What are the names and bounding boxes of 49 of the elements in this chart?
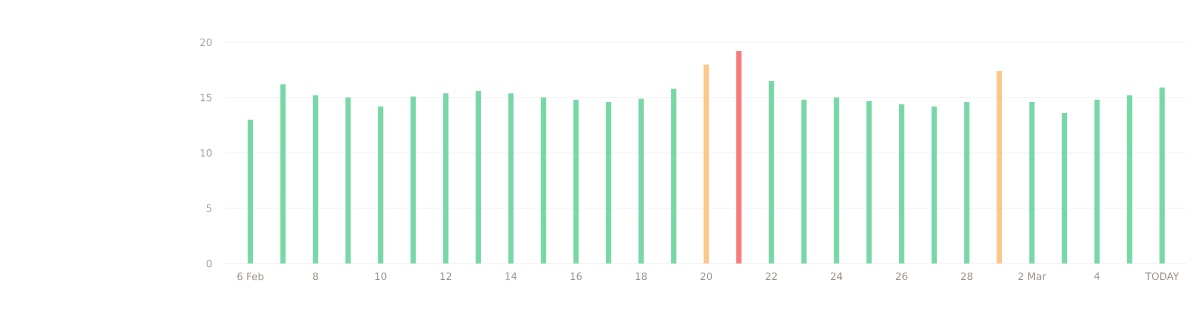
bar	[605, 102, 612, 264]
bar	[768, 81, 775, 264]
bar	[345, 97, 351, 264]
bar	[866, 101, 872, 264]
bar	[540, 97, 547, 264]
bar	[703, 64, 709, 264]
x-tick-label: 24	[830, 272, 843, 280]
bar	[573, 99, 579, 264]
bar	[899, 104, 905, 264]
bar	[475, 91, 481, 264]
x-tick-label: 18	[635, 272, 647, 281]
bar	[410, 96, 416, 264]
x-tick-label: 16	[570, 272, 582, 281]
bar	[280, 84, 286, 264]
x-tick-label: 12	[440, 272, 452, 280]
bar	[378, 106, 384, 264]
x-tick-label: 10	[375, 272, 387, 281]
bar	[833, 97, 840, 264]
x-tick-label: 22	[765, 272, 777, 280]
y-tick-label: 15	[200, 93, 212, 102]
bar	[931, 106, 937, 264]
x-tick-label: 28	[961, 272, 973, 281]
bar	[638, 98, 644, 264]
x-tick-label: 2 Mar	[1018, 272, 1047, 281]
bar	[801, 99, 807, 264]
bar	[1061, 113, 1068, 264]
x-tick-label: 14	[505, 272, 517, 280]
x-tick-label: 6 Feb	[237, 272, 264, 281]
y-tick-label: 5	[206, 204, 212, 213]
bar	[671, 88, 677, 264]
y-tick-label: 10	[200, 149, 212, 157]
bar	[508, 93, 514, 264]
bar	[443, 93, 449, 264]
bar	[1159, 87, 1165, 264]
y-tick-label: 20	[200, 38, 212, 47]
x-tick-label: TODAY	[1145, 272, 1180, 281]
x-tick-label: 8	[313, 272, 319, 281]
bar	[312, 95, 319, 264]
bar	[1029, 102, 1035, 264]
bar	[1126, 95, 1133, 264]
bar	[964, 102, 970, 264]
bar	[996, 71, 1002, 264]
bar	[247, 119, 254, 264]
x-tick-label: 26	[896, 272, 908, 281]
bar	[1094, 99, 1100, 264]
y-tick-label: 0	[206, 259, 212, 268]
bar	[736, 51, 742, 264]
x-tick-label: 20	[700, 272, 712, 281]
x-tick-label: 4	[1094, 272, 1100, 280]
